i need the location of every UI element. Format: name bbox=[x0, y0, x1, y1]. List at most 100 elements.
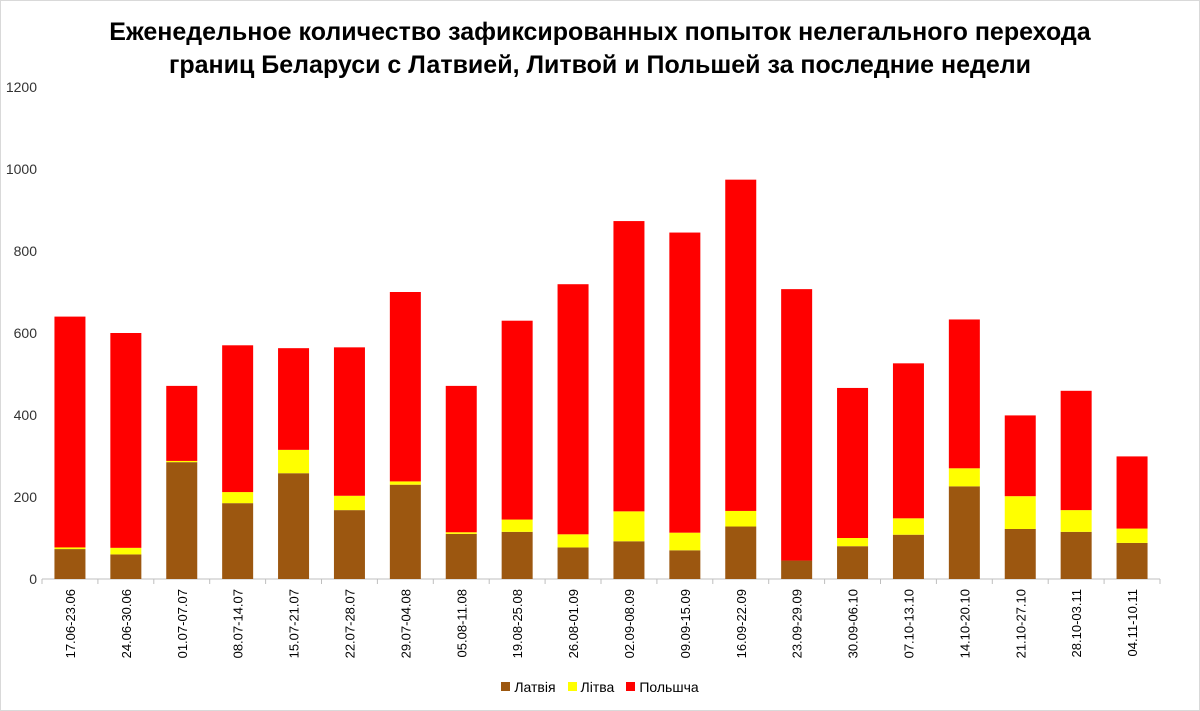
bar-segment-lithuania bbox=[1116, 528, 1148, 543]
bar-segment-poland bbox=[1116, 456, 1148, 529]
y-tick-label: 400 bbox=[14, 407, 38, 423]
bar-segment-poland bbox=[54, 316, 86, 548]
bar-segment-latvia bbox=[333, 510, 365, 579]
bar-segment-lithuania bbox=[613, 511, 645, 542]
bar-segment-poland bbox=[333, 347, 365, 496]
x-tick-label: 14.10-20.10 bbox=[957, 589, 972, 658]
bar-segment-poland bbox=[222, 345, 254, 493]
bar-segment-poland bbox=[725, 179, 757, 511]
bar-segment-latvia bbox=[725, 526, 757, 579]
bar-segment-lithuania bbox=[110, 547, 142, 555]
legend-swatch-lithuania bbox=[567, 682, 577, 691]
bar-segment-latvia bbox=[54, 549, 86, 579]
bar-segment-latvia bbox=[557, 547, 589, 579]
bar-segment-poland bbox=[837, 387, 869, 538]
legend-swatch-poland bbox=[626, 682, 636, 691]
bar-segment-latvia bbox=[501, 531, 533, 579]
legend-label-lithuania: Літва bbox=[580, 678, 615, 695]
bar-segment-lithuania bbox=[557, 534, 589, 548]
x-tick-label: 17.06-23.06 bbox=[63, 589, 78, 658]
bar-segment-latvia bbox=[1060, 531, 1092, 579]
bar-segment-lithuania bbox=[222, 492, 254, 504]
x-tick-label: 28.10-03.11 bbox=[1069, 589, 1084, 657]
bar-segment-lithuania bbox=[278, 449, 310, 474]
x-tick-label: 15.07-21.07 bbox=[287, 589, 302, 658]
bar-segment-latvia bbox=[110, 554, 142, 579]
bar-segment-poland bbox=[445, 385, 477, 533]
bar-segment-poland bbox=[781, 289, 813, 561]
bar-segment-lithuania bbox=[333, 495, 365, 511]
bar-segment-lithuania bbox=[166, 460, 198, 463]
bar-segment-latvia bbox=[948, 486, 980, 579]
bar-segment-latvia bbox=[445, 533, 477, 579]
bar-segment-lithuania bbox=[389, 481, 421, 485]
bar-segment-latvia bbox=[669, 550, 701, 579]
bar-segment-lithuania bbox=[501, 519, 533, 532]
bar-segment-latvia bbox=[613, 541, 645, 579]
bar-segment-lithuania bbox=[948, 468, 980, 487]
bar-segment-poland bbox=[613, 221, 645, 512]
x-tick-label: 22.07-28.07 bbox=[342, 589, 357, 658]
bar-segment-latvia bbox=[837, 546, 869, 579]
bar-segment-poland bbox=[669, 232, 701, 533]
bar-segment-lithuania bbox=[837, 538, 869, 547]
y-tick-label: 800 bbox=[14, 243, 38, 259]
bar-segment-poland bbox=[278, 348, 310, 450]
x-tick-label: 09.09-15.09 bbox=[678, 589, 693, 658]
bar-segment-poland bbox=[166, 385, 198, 461]
chart-title: Еженедельное количество зафиксированных … bbox=[100, 16, 1100, 82]
legend-label-poland: Польшча bbox=[639, 678, 699, 695]
legend-item-poland: Польшча bbox=[626, 678, 699, 695]
x-tick-label: 01.07-07.07 bbox=[175, 589, 190, 658]
bar-segment-latvia bbox=[389, 484, 421, 579]
bar-segment-latvia bbox=[1116, 542, 1148, 579]
bar-segment-latvia bbox=[278, 473, 310, 579]
bar-segment-poland bbox=[557, 284, 589, 535]
bar-segment-lithuania bbox=[1004, 496, 1036, 529]
legend-item-lithuania: Літва bbox=[567, 678, 615, 695]
bar-segment-lithuania bbox=[54, 547, 86, 550]
y-tick-label: 200 bbox=[14, 489, 38, 505]
legend-swatch-latvia bbox=[501, 682, 511, 691]
x-tick-label: 16.09-22.09 bbox=[734, 589, 749, 658]
chart-title-line-1: Еженедельное количество зафиксированных … bbox=[109, 18, 1091, 46]
x-tick-label: 26.08-01.09 bbox=[566, 589, 581, 658]
bar-segment-latvia bbox=[892, 534, 924, 579]
legend-item-latvia: Латвія bbox=[501, 678, 556, 695]
x-tick-label: 19.08-25.08 bbox=[510, 589, 525, 658]
bar-segment-poland bbox=[389, 292, 421, 482]
chart-title-line-2: границ Беларуси с Латвией, Литвой и Поль… bbox=[168, 51, 1032, 79]
bar-segment-poland bbox=[1060, 390, 1092, 511]
bar-segment-poland bbox=[948, 319, 980, 469]
y-tick-label: 1200 bbox=[6, 79, 37, 95]
x-tick-label: 08.07-14.07 bbox=[231, 589, 246, 658]
x-tick-label: 07.10-13.10 bbox=[901, 589, 916, 658]
bar-segment-lithuania bbox=[445, 532, 477, 534]
bar-segment-lithuania bbox=[669, 532, 701, 551]
x-tick-label: 05.08-11.08 bbox=[454, 589, 469, 657]
y-tick-label: 0 bbox=[29, 571, 37, 587]
bar-segment-lithuania bbox=[1060, 510, 1092, 532]
x-tick-label: 04.11-10.11 bbox=[1125, 589, 1140, 656]
legend-label-latvia: Латвія bbox=[514, 678, 556, 695]
bar-segment-poland bbox=[501, 320, 533, 520]
x-tick-label: 30.09-06.10 bbox=[846, 589, 861, 658]
x-tick-label: 23.09-29.09 bbox=[790, 589, 805, 658]
y-tick-label: 1000 bbox=[6, 161, 37, 177]
bar-segment-latvia bbox=[166, 462, 198, 579]
bar-segment-lithuania bbox=[725, 510, 757, 527]
bar-segment-lithuania bbox=[892, 518, 924, 535]
bar-segment-latvia bbox=[222, 503, 254, 579]
bar-segment-poland bbox=[110, 333, 142, 548]
y-tick-label: 600 bbox=[14, 325, 38, 341]
x-tick-label: 02.09-08.09 bbox=[622, 589, 637, 658]
x-tick-label: 24.06-30.06 bbox=[119, 589, 134, 658]
x-tick-label: 21.10-27.10 bbox=[1013, 589, 1028, 658]
bar-segment-poland bbox=[1004, 415, 1036, 497]
bar-segment-poland bbox=[892, 363, 924, 519]
chart-legend: Латвія Літва Польшча bbox=[0, 678, 1200, 695]
bar-segment-latvia bbox=[781, 560, 813, 579]
bar-segment-latvia bbox=[1004, 528, 1036, 579]
